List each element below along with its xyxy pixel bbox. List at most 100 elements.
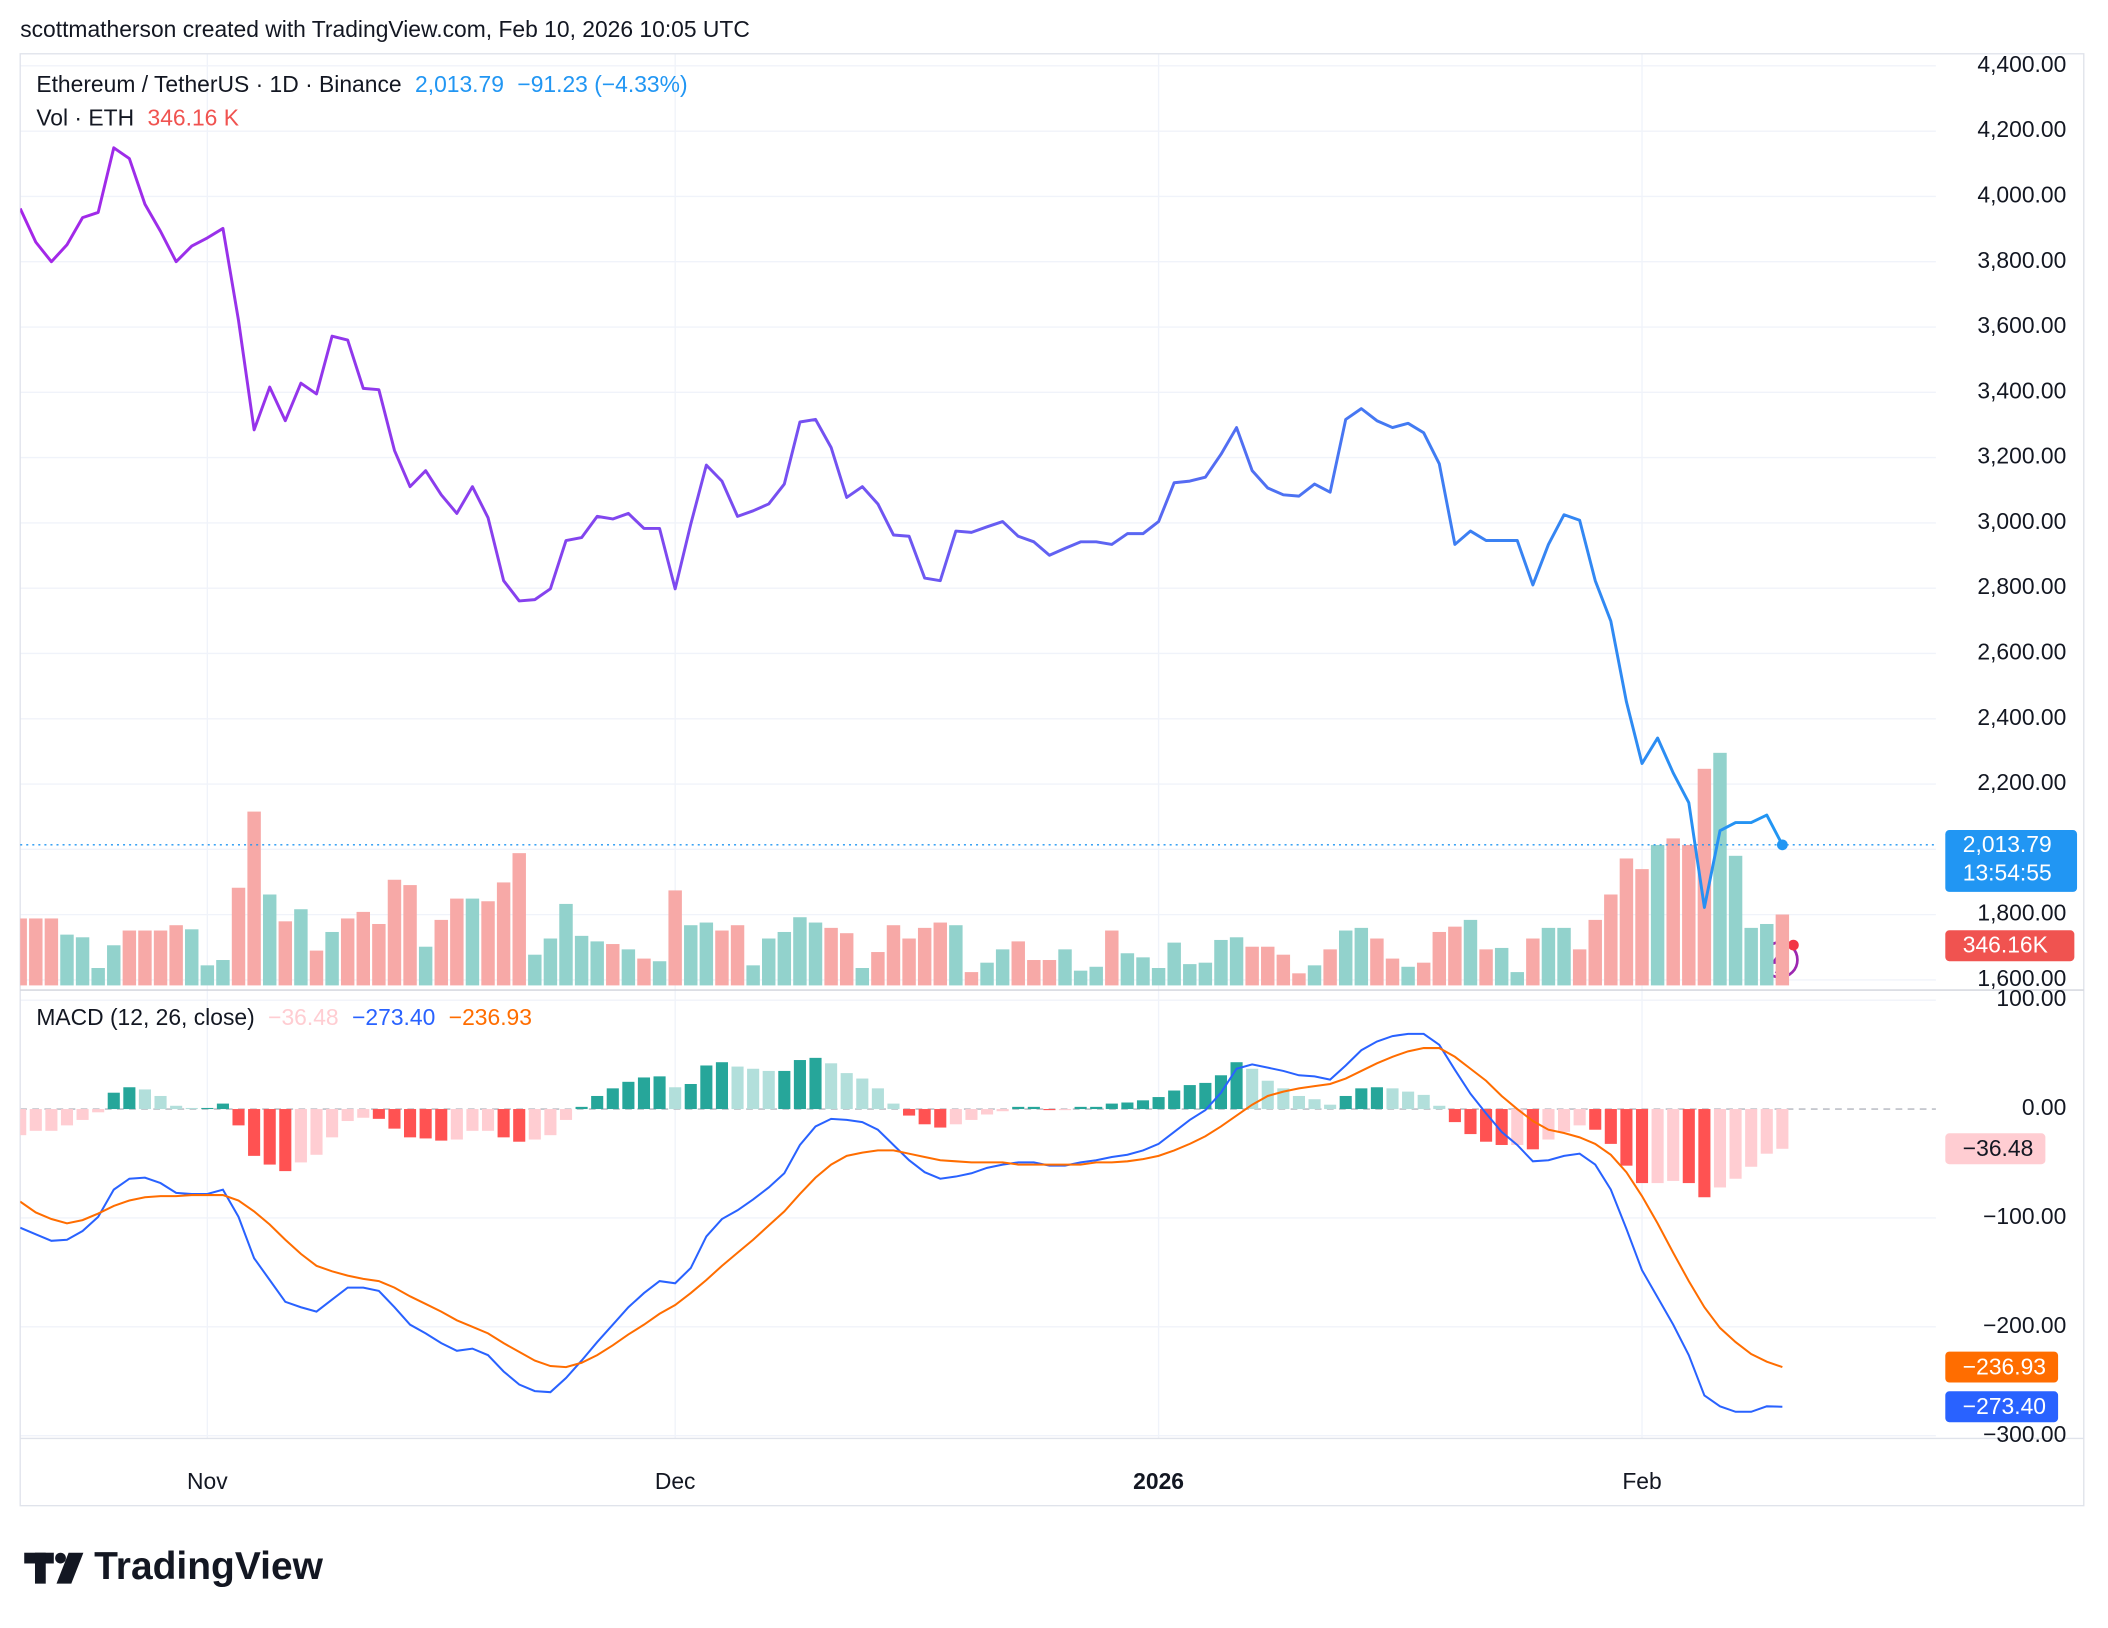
histogram-bar: [793, 1060, 806, 1110]
histogram-bar: [1760, 1109, 1773, 1154]
histogram-bar: [1246, 1068, 1259, 1110]
histogram-bar: [887, 1103, 900, 1110]
y-tick-label: 100.00: [1996, 985, 2066, 1011]
legend-text: MACD (12, 26, close): [36, 1004, 254, 1030]
volume-bar: [20, 918, 27, 986]
legend-text: −91.23 (−4.33%): [517, 71, 687, 97]
volume-bar: [1697, 768, 1712, 986]
value-label-box: [1945, 1133, 2046, 1165]
y-tick-label: −300.00: [1983, 1421, 2066, 1447]
histogram-bar: [1152, 1097, 1165, 1110]
histogram-bar: [60, 1109, 74, 1126]
histogram-bar: [700, 1065, 713, 1110]
histogram-bar: [248, 1109, 261, 1156]
histogram-bar: [279, 1109, 292, 1172]
histogram-bar: [481, 1109, 495, 1131]
histogram-bar: [1105, 1103, 1118, 1110]
x-tick-label: Feb: [1622, 1468, 1661, 1494]
histogram-bar: [637, 1077, 651, 1110]
histogram-bar: [840, 1073, 853, 1110]
volume-bar: [1588, 919, 1602, 986]
histogram-bar: [1542, 1109, 1555, 1140]
histogram-bar: [170, 1105, 183, 1110]
volume-bar: [1276, 954, 1291, 986]
volume-bar: [1120, 953, 1135, 986]
y-tick-label: 3,800.00: [1977, 247, 2066, 273]
histogram-bar: [201, 1107, 214, 1110]
volume-bar: [512, 853, 526, 986]
volume-bar: [1728, 855, 1743, 986]
histogram-bar: [1620, 1109, 1633, 1166]
logo-slash: [56, 1552, 84, 1584]
volume-bar: [387, 879, 402, 986]
volume-bar: [839, 933, 854, 986]
histogram-bar: [1121, 1102, 1134, 1110]
y-tick-label: −200.00: [1983, 1312, 2066, 1338]
y-tick-label: 3,000.00: [1977, 508, 2066, 534]
brand: TradingView: [94, 1545, 324, 1588]
histogram-bar: [622, 1081, 635, 1110]
price-pane: [20, 146, 1790, 986]
volume-bar: [1214, 939, 1228, 986]
volume-bar: [434, 919, 448, 986]
volume-bar: [1307, 965, 1322, 986]
volume-bar: [1760, 923, 1774, 986]
volume-bar: [715, 930, 729, 986]
value-label-box: [1945, 1351, 2059, 1383]
volume-bar: [1619, 858, 1634, 986]
volume-bar: [107, 945, 121, 986]
histogram-bar: [762, 1070, 775, 1110]
volume-bar: [606, 944, 620, 986]
histogram-bar: [1511, 1109, 1524, 1145]
volume-bar: [730, 925, 745, 986]
price-line: [20, 146, 1784, 909]
volume-bar: [1510, 972, 1524, 986]
volume-bar: [231, 887, 246, 986]
volume-bar: [1011, 941, 1025, 986]
volume-bar: [980, 962, 994, 986]
volume-bar: [1463, 919, 1478, 986]
volume-bar: [1198, 962, 1213, 986]
histogram-bar: [1651, 1109, 1664, 1184]
histogram-bar: [1713, 1109, 1727, 1188]
volume-bar: [1666, 838, 1680, 986]
volume-bar: [855, 968, 870, 986]
histogram-bar: [1776, 1109, 1789, 1149]
volume-bar: [309, 950, 324, 986]
histogram-bar: [981, 1109, 994, 1115]
volume-bar: [356, 911, 370, 986]
alert-badge: [1788, 939, 1799, 951]
histogram-bar: [871, 1088, 884, 1110]
y-tick-label: 2,200.00: [1977, 769, 2066, 795]
volume-bar: [1604, 894, 1618, 986]
histogram-bar: [1573, 1109, 1586, 1126]
volume-bar: [418, 946, 433, 986]
volume-bar: [699, 922, 714, 986]
y-tick-label: 0.00: [2022, 1094, 2066, 1120]
histogram-bar: [232, 1109, 245, 1126]
histogram-bar: [1370, 1087, 1383, 1110]
volume-bar: [1370, 938, 1384, 986]
histogram-bar: [809, 1057, 822, 1110]
volume-bar: [933, 922, 947, 986]
histogram-bar: [747, 1068, 760, 1110]
histogram-bar: [1635, 1109, 1649, 1184]
histogram-bar: [1589, 1109, 1602, 1130]
histogram-bar: [1277, 1088, 1290, 1110]
volume-bar: [29, 918, 43, 986]
volume-bar: [574, 935, 589, 986]
histogram-bar: [76, 1109, 89, 1120]
y-tick-label: 3,200.00: [1977, 443, 2066, 469]
histogram-bar: [45, 1109, 58, 1131]
value-label: −273.40: [1963, 1393, 2046, 1419]
y-tick-label: 4,200.00: [1977, 116, 2066, 142]
price-label-box: [1945, 830, 2078, 892]
volume-bar: [1385, 958, 1400, 986]
histogram-bar: [92, 1109, 105, 1113]
volume-bar: [481, 901, 495, 986]
volume-bar: [1557, 927, 1571, 986]
histogram-bar: [1012, 1106, 1025, 1110]
volume-bar: [278, 921, 293, 986]
legend-text: Vol · ETH: [36, 105, 134, 131]
histogram-bar: [1324, 1104, 1337, 1110]
